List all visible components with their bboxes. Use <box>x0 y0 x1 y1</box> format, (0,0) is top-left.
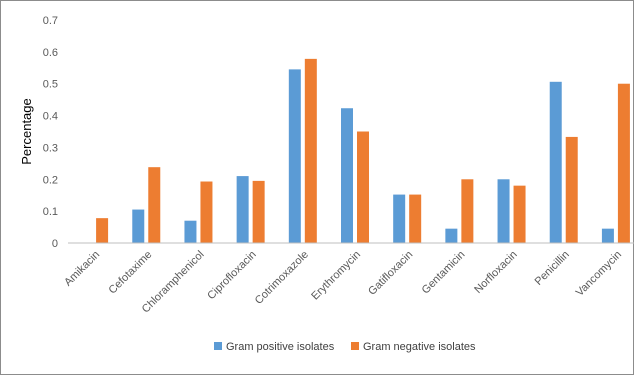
x-tick-label: Penicillin <box>533 249 572 288</box>
x-tick-label: Vancomycin <box>574 249 624 299</box>
bar-gram-positive-vancomycin <box>601 228 614 243</box>
chart-frame <box>0 0 634 375</box>
bar-gram-positive-gatifloxacin <box>393 194 406 243</box>
bar-gram-negative-penicillin <box>565 136 578 243</box>
bar-gram-positive-gentamicin <box>445 228 458 243</box>
bar-gram-negative-norfloxacin <box>513 185 526 243</box>
x-tick-label: Cotrimoxazole <box>253 249 311 307</box>
bar-gram-positive-norfloxacin <box>497 179 510 243</box>
y-tick-label: 0.2 <box>43 174 58 186</box>
bar-gram-negative-cefotaxime <box>148 167 161 243</box>
bar-gram-negative-chloramphenicol <box>200 181 213 243</box>
bar-gram-negative-cotrimoxazole <box>304 58 317 243</box>
y-tick-label: 0.3 <box>43 142 58 154</box>
y-tick-label: 0.6 <box>43 47 58 59</box>
y-tick-label: 0.1 <box>43 206 58 218</box>
legend-swatch-gram-negative <box>351 342 359 350</box>
x-tick-label: Gentamicin <box>420 249 468 297</box>
y-tick-label: 0.4 <box>43 111 58 123</box>
bar-gram-positive-ciprofloxacin <box>236 176 249 243</box>
bar-gram-negative-vancomycin <box>617 83 630 243</box>
legend-swatch-gram-positive <box>214 342 222 350</box>
bar-gram-negative-ciprofloxacin <box>252 180 265 243</box>
legend-label-gram-negative: Gram negative isolates <box>363 341 476 353</box>
bars <box>96 58 630 243</box>
y-tick-label: 0 <box>52 238 58 250</box>
legend-label-gram-positive: Gram positive isolates <box>226 341 335 353</box>
y-axis-title: Percentage <box>19 98 34 165</box>
x-tick-label: Cefotaxime <box>107 249 155 297</box>
x-tick-label: Norfloxacin <box>472 249 519 296</box>
y-tick-label: 0.5 <box>43 79 58 91</box>
bar-gram-negative-amikacin <box>96 218 109 243</box>
x-tick-label: Gatifloxacin <box>366 249 415 298</box>
x-axis-labels: Amikacin CefotaximeChloramphenicolCiprofl… <box>62 249 624 316</box>
bar-gram-positive-penicillin <box>549 81 562 243</box>
x-tick-label: Amikacin <box>62 249 102 289</box>
bar-gram-positive-cefotaxime <box>132 209 145 243</box>
legend: Gram positive isolates Gram negative iso… <box>214 341 476 353</box>
x-tick-label: Ciprofloxacin <box>205 249 258 302</box>
bar-gram-negative-gentamicin <box>461 179 474 243</box>
y-axis-ticks: 0 0.1 0.2 0.3 0.4 0.5 0.6 0.7 <box>43 15 58 250</box>
x-tick-label: Erythromycin <box>309 249 363 303</box>
y-tick-label: 0.7 <box>43 15 58 27</box>
bar-gram-positive-erythromycin <box>341 108 353 243</box>
bar-gram-negative-gatifloxacin <box>409 194 422 243</box>
bar-gram-positive-chloramphenicol <box>184 220 197 243</box>
bar-gram-positive-cotrimoxazole <box>288 69 301 243</box>
bar-gram-negative-erythromycin <box>357 131 369 243</box>
